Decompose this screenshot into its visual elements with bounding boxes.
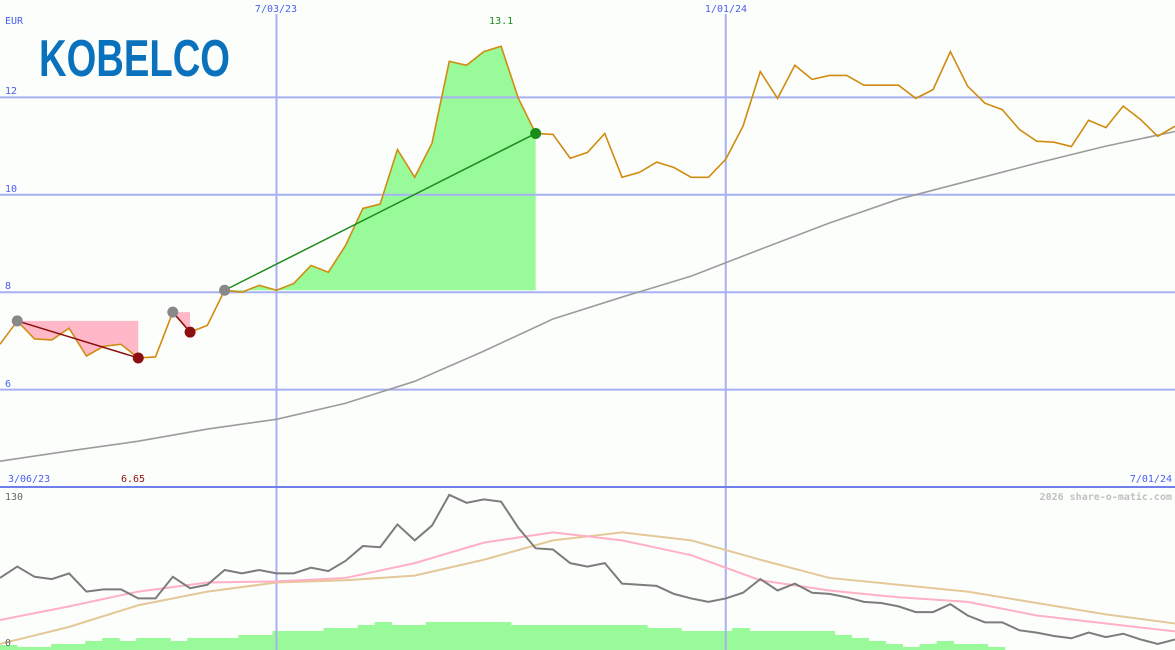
volume-bar [664,628,682,650]
volume-bar [766,631,784,650]
exit-marker [530,127,542,139]
volume-bar [783,631,801,650]
volume-bar [561,625,580,650]
volume-bar [306,631,325,650]
exit-marker [132,352,144,364]
volume-bar [374,622,393,650]
volume-bar [493,622,512,650]
volume-bar [800,631,818,650]
price-line [0,45,1175,359]
entry-marker [11,315,23,327]
volume-bar [970,644,989,650]
volume-bar [987,647,1006,650]
entry-marker [219,284,231,296]
volume-bar [340,628,359,650]
entry-marker [167,306,179,318]
volume-bar [544,625,563,650]
signal-line [224,132,536,291]
signal-line [17,320,139,359]
volume-bar [136,638,154,650]
volume-bar [919,644,938,650]
volume-bar [698,631,716,650]
volume-bar [85,641,103,650]
volume-bar [68,644,86,650]
volume-bar [817,631,835,650]
volume-bar [936,641,955,650]
volume-bar [510,625,529,650]
volume-bar [596,625,614,650]
volume-bar [732,628,750,650]
volume-bar [885,644,904,650]
oscillator-line [0,493,1175,646]
volume-bar [578,625,597,650]
volume-bar [0,645,18,650]
volume-bar [868,641,887,650]
volume-bar [204,638,222,650]
volume-bar [442,622,461,650]
volume-bar [255,635,273,650]
volume-bar [476,622,495,650]
volume-bar [459,622,478,650]
volume-bar [170,641,188,650]
volume-bar [834,635,852,650]
volume-bar [749,631,767,650]
volume-bar [391,625,410,650]
exit-marker [184,326,196,338]
volume-bar [187,638,205,650]
gain-area [224,46,536,293]
volume-bar [102,638,120,650]
volume-bar [408,625,427,650]
volume-bar [715,631,733,650]
volume-bar [630,625,648,650]
volume-bar [17,647,35,650]
volume-bar [851,638,869,650]
volume-bar [902,647,921,650]
volume-bar [527,625,546,650]
price-moving-average-line [0,130,1175,462]
volume-bar [51,644,69,650]
volume-bar [323,628,342,650]
volume-bar [272,631,290,650]
volume-bar [647,628,665,650]
volume-bar [289,631,308,650]
volume-bar [34,647,52,650]
volume-bar [425,622,444,650]
volume-bar [153,638,171,650]
volume-bar [613,625,631,650]
volume-bar [357,625,376,650]
volume-bar [221,638,239,650]
volume-bar [953,644,972,650]
volume-bar [238,635,256,650]
volume-bar [681,631,699,650]
oscillator-fast-ma-line [0,531,1175,633]
volume-bar [119,641,137,650]
